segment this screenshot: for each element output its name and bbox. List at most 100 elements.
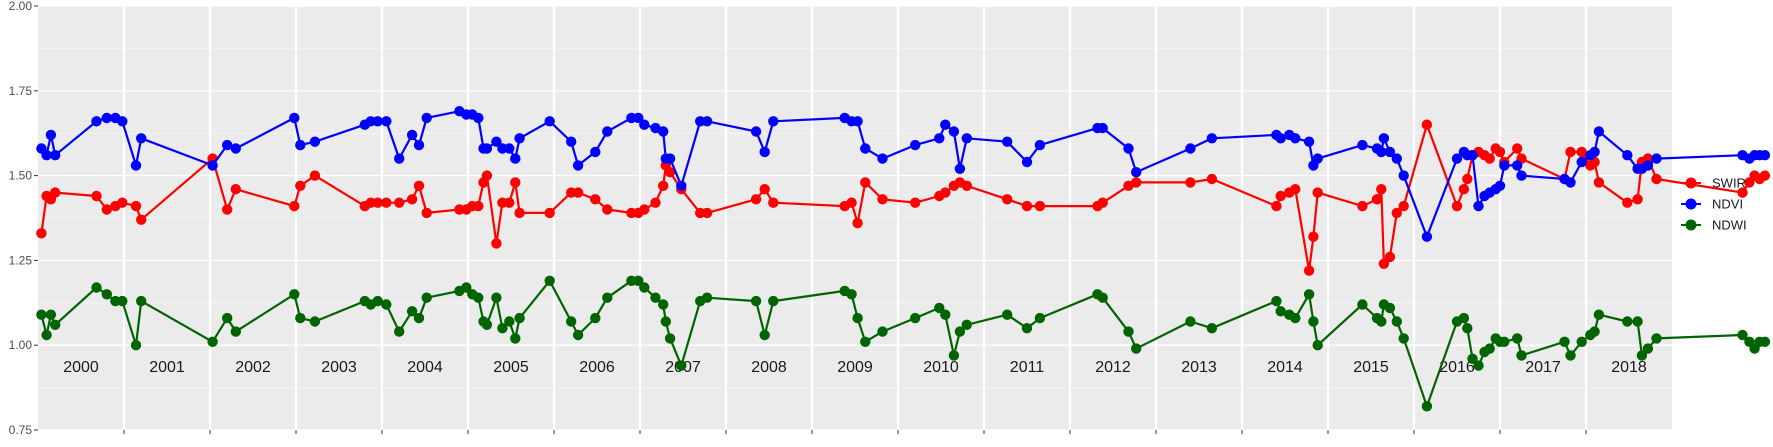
data-point-swir bbox=[590, 194, 601, 205]
data-point-ndvi bbox=[639, 119, 650, 130]
y-tick-label: 0.75 bbox=[9, 423, 33, 437]
data-point-ndwi bbox=[101, 289, 113, 300]
data-point-ndwi bbox=[1275, 306, 1286, 317]
data-point-ndvi bbox=[406, 129, 418, 141]
data-point-ndwi bbox=[1636, 350, 1648, 361]
data-point-swir bbox=[1398, 200, 1409, 212]
data-point-ndwi bbox=[504, 316, 515, 327]
data-point-swir bbox=[413, 180, 425, 191]
data-point-ndvi bbox=[1642, 160, 1654, 171]
data-point-swir bbox=[1458, 184, 1470, 195]
year-label: 2014 bbox=[1267, 359, 1303, 376]
data-point-swir bbox=[750, 194, 762, 205]
data-point-ndwi bbox=[1312, 340, 1323, 351]
data-point-ndvi bbox=[372, 116, 383, 127]
data-point-ndwi bbox=[1512, 333, 1523, 344]
year-label: 2003 bbox=[321, 359, 357, 376]
data-point-swir bbox=[1622, 197, 1633, 208]
data-point-swir bbox=[1593, 177, 1605, 188]
data-point-swir bbox=[1275, 190, 1286, 202]
data-point-ndwi bbox=[1484, 343, 1495, 354]
data-point-ndwi bbox=[1123, 326, 1134, 337]
data-point-ndwi bbox=[497, 323, 508, 334]
data-point-swir bbox=[50, 187, 61, 198]
data-point-ndvi bbox=[101, 112, 113, 124]
data-point-ndvi bbox=[394, 153, 405, 164]
data-point-ndvi bbox=[207, 160, 218, 171]
data-point-ndvi bbox=[1451, 153, 1463, 164]
legend-label-ndwi: NDWI bbox=[1712, 218, 1747, 233]
data-point-ndvi bbox=[590, 146, 601, 158]
data-point-swir bbox=[639, 204, 650, 215]
data-point-ndvi bbox=[130, 160, 142, 171]
data-point-ndwi bbox=[207, 336, 218, 347]
data-point-ndwi bbox=[1034, 312, 1046, 324]
data-point-ndwi bbox=[846, 289, 857, 300]
data-point-swir bbox=[491, 238, 502, 249]
data-point-swir bbox=[481, 170, 493, 181]
data-point-swir bbox=[759, 184, 770, 195]
data-point-ndwi bbox=[877, 326, 888, 337]
data-point-swir bbox=[1384, 251, 1396, 263]
data-point-ndwi bbox=[1271, 295, 1282, 307]
data-point-swir bbox=[1391, 207, 1403, 219]
data-point-ndvi bbox=[295, 139, 306, 151]
data-point-ndvi bbox=[1593, 126, 1605, 137]
data-point-swir bbox=[1484, 153, 1495, 164]
data-point-ndwi bbox=[50, 319, 61, 330]
legend-label-ndvi: NDVI bbox=[1712, 197, 1743, 212]
data-point-swir bbox=[860, 177, 871, 188]
year-label: 2012 bbox=[1095, 359, 1131, 376]
year-label: 2009 bbox=[837, 359, 873, 376]
data-point-ndwi bbox=[491, 292, 502, 303]
data-point-swir bbox=[1565, 146, 1576, 158]
data-point-ndvi bbox=[759, 146, 770, 158]
data-point-swir bbox=[1378, 258, 1390, 269]
data-point-swir bbox=[1462, 173, 1473, 185]
legend-key-dot bbox=[1685, 177, 1697, 189]
data-point-ndwi bbox=[372, 295, 383, 307]
data-point-ndwi bbox=[481, 319, 493, 330]
data-point-ndvi bbox=[1357, 139, 1368, 151]
data-point-ndvi bbox=[413, 139, 425, 151]
data-point-swir bbox=[544, 207, 555, 219]
series-layer bbox=[36, 106, 1771, 412]
data-point-swir bbox=[406, 194, 418, 205]
y-tick-label: 1.00 bbox=[9, 338, 33, 352]
data-point-ndwi bbox=[473, 292, 484, 303]
legend: SWIR NDVI NDWI bbox=[1681, 176, 1747, 233]
data-point-ndvi bbox=[750, 126, 762, 137]
data-point-ndvi bbox=[676, 180, 687, 191]
data-point-swir bbox=[1371, 194, 1383, 205]
data-point-ndwi bbox=[1516, 350, 1527, 361]
data-point-ndvi bbox=[1384, 146, 1396, 158]
year-label: 2010 bbox=[923, 359, 959, 376]
data-point-swir bbox=[1308, 231, 1319, 242]
y-tick-label: 1.50 bbox=[9, 169, 33, 183]
data-point-ndwi bbox=[1576, 336, 1587, 347]
data-point-swir bbox=[394, 197, 405, 208]
y-axis: 0.75 1.00 1.25 1.50 1.75 2.00 bbox=[9, 0, 1587, 437]
data-point-ndwi bbox=[222, 312, 233, 324]
data-point-swir bbox=[1494, 146, 1506, 158]
data-point-ndvi bbox=[1499, 160, 1510, 171]
data-point-ndvi bbox=[1275, 133, 1286, 144]
data-point-ndvi bbox=[1206, 133, 1218, 144]
year-label: 2018 bbox=[1611, 359, 1647, 376]
data-point-ndwi bbox=[117, 295, 128, 307]
year-label: 2001 bbox=[149, 359, 185, 376]
data-point-ndwi bbox=[1185, 316, 1196, 327]
data-point-swir bbox=[222, 204, 233, 215]
data-point-swir bbox=[117, 197, 128, 208]
data-point-ndvi bbox=[41, 150, 52, 161]
data-point-swir bbox=[852, 217, 863, 229]
data-point-ndvi bbox=[1576, 156, 1587, 168]
data-point-swir bbox=[1651, 173, 1662, 185]
data-point-ndwi bbox=[1458, 312, 1470, 324]
data-point-ndwi bbox=[544, 275, 555, 286]
data-point-ndwi bbox=[1467, 353, 1478, 364]
data-point-ndvi bbox=[934, 133, 945, 144]
data-point-ndwi bbox=[413, 312, 425, 324]
data-point-swir bbox=[510, 177, 521, 188]
data-point-ndvi bbox=[1759, 150, 1771, 161]
